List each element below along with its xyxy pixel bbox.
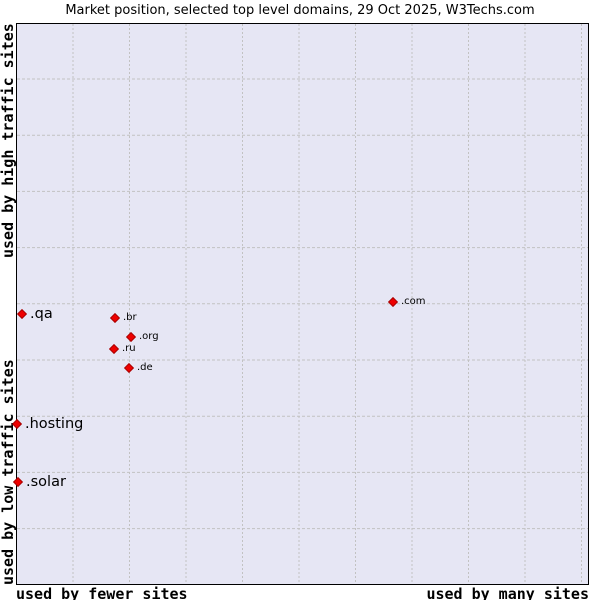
x-axis-labels: used by fewer sites used by many sites [16,585,589,600]
data-point-br[interactable]: .br [110,313,137,323]
plot-area: .qa .br .org .ru .de .com .hosting .solar [12,23,589,585]
data-point-org[interactable]: .org [126,332,159,342]
data-point-de[interactable]: .de [124,363,153,373]
diamond-icon [388,297,398,307]
data-point-solar[interactable]: .solar [13,475,66,489]
point-label: .solar [26,473,66,490]
chart-title: Market position, selected top level doma… [65,3,535,18]
point-label: .ru [122,343,136,354]
points-layer: .qa .br .org .ru .de .com .hosting .solar [12,24,588,584]
diamond-icon [124,363,134,373]
diamond-icon [126,332,136,342]
point-label: .hosting [25,415,84,432]
y-axis-label-low-traffic: used by low traffic sites [0,359,17,585]
point-label: .org [139,331,159,342]
diamond-icon [110,313,120,323]
point-label: .qa [30,305,53,322]
x-axis-label-fewer-sites: used by fewer sites [16,585,188,600]
data-point-hosting[interactable]: .hosting [12,417,83,431]
diamond-icon [12,419,22,429]
point-label: .com [401,296,426,307]
x-axis-label-many-sites: used by many sites [426,585,589,600]
diamond-icon [17,309,27,319]
point-label: .de [137,362,153,373]
diamond-icon [109,344,119,354]
point-label: .br [123,312,137,323]
gridlines [17,24,588,584]
diamond-icon [13,477,23,487]
data-point-qa[interactable]: .qa [17,307,53,321]
data-point-ru[interactable]: .ru [109,344,136,354]
data-point-com[interactable]: .com [388,297,426,307]
